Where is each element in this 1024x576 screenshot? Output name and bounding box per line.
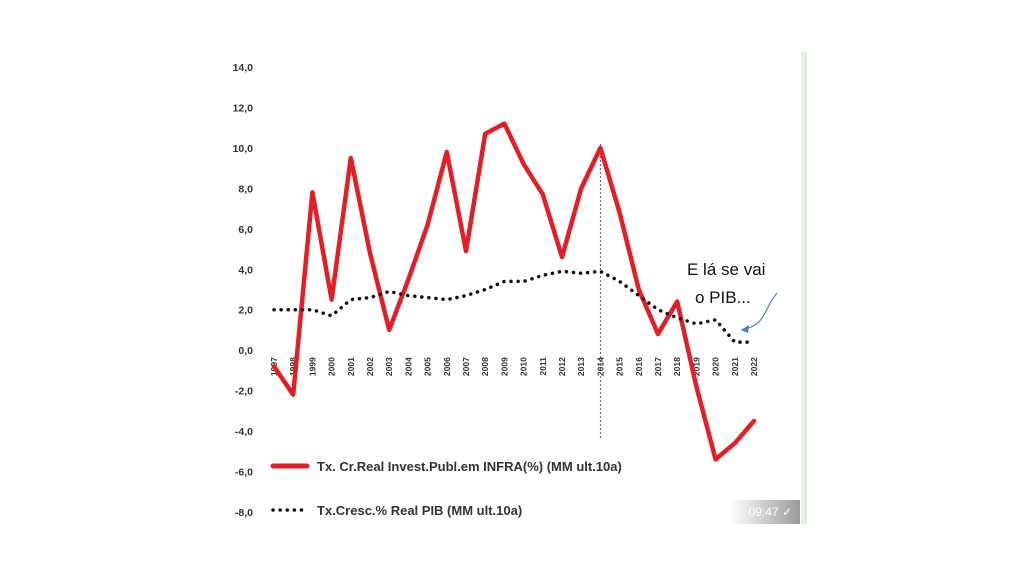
- x-tick-label: 2007: [461, 357, 471, 376]
- x-tick-label: 2010: [519, 357, 529, 376]
- y-tick-label: 14,0: [233, 62, 254, 74]
- x-tick-label: 2009: [499, 357, 509, 376]
- y-tick-label: 2,0: [238, 305, 253, 317]
- annotation-arrowhead: [741, 325, 749, 333]
- x-tick-label: 2005: [423, 357, 433, 376]
- x-tick-label: 2019: [691, 357, 701, 376]
- y-tick-label: 12,0: [233, 102, 254, 114]
- legend-label: Tx. Cr.Real Invest.Publ.em INFRA(%) (MM …: [317, 459, 622, 474]
- x-tick-label: 2008: [480, 357, 490, 376]
- y-tick-label: 4,0: [238, 264, 253, 276]
- legend-label: Tx.Cresc.% Real PIB (MM ult.10a): [317, 503, 522, 518]
- x-tick-label: 2021: [730, 357, 740, 376]
- x-tick-label: 2003: [384, 357, 394, 376]
- annotation-line-1: E lá se vai: [687, 260, 765, 279]
- y-tick-label: 0,0: [238, 345, 253, 357]
- x-tick-label: 2006: [442, 357, 452, 376]
- y-tick-label: -6,0: [235, 467, 253, 479]
- x-tick-label: 2014: [595, 357, 605, 376]
- x-tick-label: 2013: [576, 357, 586, 376]
- x-tick-label: 2004: [403, 357, 413, 376]
- x-tick-label: 1998: [288, 357, 298, 376]
- y-tick-label: -4,0: [235, 426, 253, 438]
- x-tick-label: 2022: [749, 357, 759, 376]
- x-tick-label: 2001: [346, 357, 356, 376]
- message-timestamp: 09:47 ✓: [730, 500, 800, 524]
- y-tick-label: 10,0: [233, 143, 254, 155]
- x-tick-label: 2017: [653, 357, 663, 376]
- y-tick-label: 8,0: [238, 183, 253, 195]
- x-tick-label: 2011: [538, 357, 548, 376]
- card-edge: [801, 52, 807, 524]
- y-tick-label: -2,0: [235, 386, 253, 398]
- annotation-line-2: o PIB...: [695, 288, 751, 307]
- x-tick-label: 2002: [365, 357, 375, 376]
- x-tick-label: 2018: [672, 357, 682, 376]
- y-tick-label: 6,0: [238, 224, 253, 236]
- x-tick-label: 2000: [327, 357, 337, 376]
- series-line-infra: [271, 121, 757, 462]
- chart-card: 14,0 12,0 10,0 8,0 6,0 4,0 2,0 0,0 -2,0 -4,0 -6,0 -…: [221, 52, 807, 524]
- x-tick-label: 1999: [307, 357, 317, 376]
- series-line-pib: [272, 269, 756, 344]
- x-tick-label: 2012: [557, 357, 567, 376]
- line-chart: 14,0 12,0 10,0 8,0 6,0 4,0 2,0 0,0 -2,0 -4,0 -6,0 -…: [233, 62, 778, 519]
- x-tick-label: 2020: [711, 357, 721, 376]
- x-tick-label: 2015: [615, 357, 625, 376]
- x-tick-label: 2016: [634, 357, 644, 376]
- y-tick-label: -8,0: [235, 507, 253, 519]
